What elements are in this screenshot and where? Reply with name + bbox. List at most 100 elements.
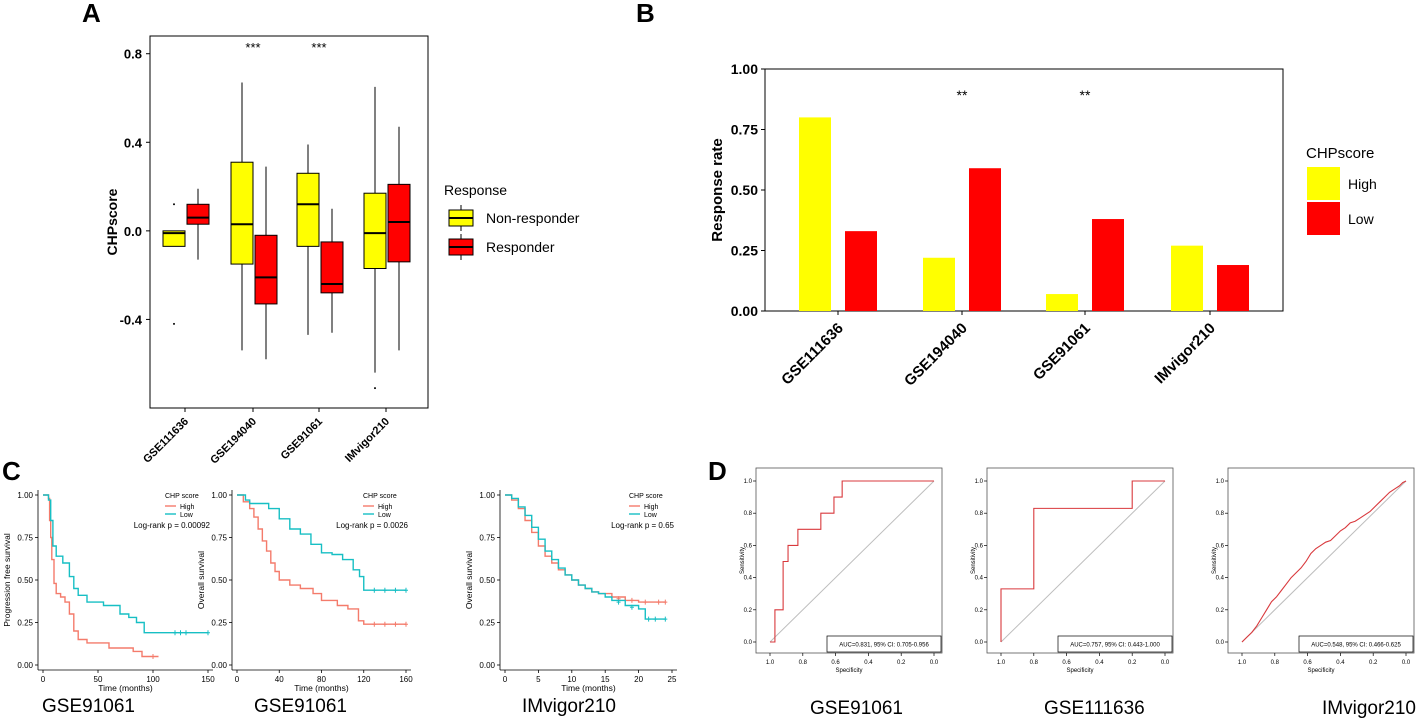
- b-bar: [1171, 245, 1203, 311]
- c-xtick-label: 0: [503, 675, 508, 684]
- d-ytick-label: 0.8: [975, 511, 984, 517]
- c-km-curve-low: [43, 494, 208, 634]
- d-xtick-label: 1.0: [1238, 660, 1247, 666]
- a-ytick-label: 0.0: [124, 224, 142, 239]
- a-box: [320, 241, 344, 294]
- d-roc-curve: [1000, 480, 1165, 642]
- d-auc-box: [826, 635, 942, 653]
- c-censor-mark: [629, 604, 634, 610]
- chart-layer: 0.8 0.4 0.0 -0.4 CHPscore GSE111636 GSE194040 G…: [2, 40, 1416, 719]
- c-caption: GSE91061: [42, 696, 135, 717]
- d-caption: IMvigor210: [1322, 698, 1416, 719]
- c-xtick-label: 15: [601, 675, 610, 684]
- d-ytick-label: 0.6: [975, 543, 984, 549]
- c-pvalue: Log-rank p = 0.0026: [336, 521, 408, 530]
- c-xtick-label: 20: [634, 675, 643, 684]
- d-diagonal: [1000, 480, 1166, 643]
- d-auc-text: AUC=0.757, 95% CI: 0.443-1.000: [1070, 643, 1160, 649]
- a-significance: ***: [311, 40, 326, 55]
- c-caption: IMvigor210: [522, 696, 616, 717]
- a-outlier: [173, 322, 175, 325]
- b-legend-swatch: [1307, 167, 1340, 200]
- panel-label-a: A: [82, 0, 101, 28]
- d-caption: GSE91061: [810, 698, 903, 719]
- d-xtick-label: 1.0: [766, 660, 775, 666]
- d-ytick-label: 0.0: [975, 640, 984, 646]
- c-pvalue: Log-rank p = 0.00092: [134, 521, 211, 530]
- c-legend-label: Low: [378, 512, 392, 519]
- d-ytick-label: 1.0: [744, 479, 753, 485]
- d-xtick-label: 1.0: [997, 660, 1006, 666]
- c-xtick-label: 100: [146, 675, 160, 684]
- b-ytick-label: 0.75: [731, 122, 758, 138]
- c-legend-label: Low: [644, 512, 658, 519]
- d-ylabel: Sensitivity: [971, 547, 977, 574]
- a-xtick-label: GSE111636: [141, 416, 191, 466]
- c-legend-label: High: [644, 504, 659, 511]
- c-censor-mark: [382, 621, 387, 627]
- a-legend-title: Response: [444, 182, 507, 198]
- d-xtick-label: 0.8: [1030, 660, 1039, 666]
- panel-a-plot-area: [149, 35, 429, 409]
- a-legend-label: Non-responder: [486, 210, 580, 226]
- b-bar: [969, 168, 1001, 311]
- b-xtick-label: IMvigor210: [1151, 320, 1218, 387]
- c-xtick-label: 5: [536, 675, 541, 684]
- b-legend-swatch: [1307, 202, 1340, 235]
- d-xtick-label: 0.8: [1271, 660, 1280, 666]
- c-xtick-label: 150: [201, 675, 215, 684]
- panel-a: A: [82, 0, 429, 409]
- d-ylabel: Sensitivity: [740, 547, 746, 574]
- d-xtick-label: 0.0: [930, 660, 939, 666]
- a-box: [186, 203, 210, 225]
- d-xtick-label: 0.0: [1402, 660, 1411, 666]
- panel-label-b: B: [636, 0, 655, 28]
- d-ytick-label: 0.8: [1216, 511, 1225, 517]
- b-legend-label: Low: [1348, 211, 1375, 227]
- c-km-curve-low: [505, 494, 666, 620]
- c-legend-title: CHP score: [165, 493, 199, 500]
- d-diagonal: [1241, 480, 1407, 643]
- c-ytick-label: 0.25: [479, 619, 495, 628]
- d-xtick-label: 0.2: [1369, 660, 1378, 666]
- c-ytick-label: 1.00: [211, 491, 227, 500]
- b-ytick-label: 0.50: [731, 182, 758, 198]
- d-auc-text: AUC=0.548, 95% CI: 0.466-0.625: [1311, 643, 1401, 649]
- c-ytick-label: 0.50: [17, 576, 33, 585]
- d-xtick-label: 0.8: [799, 660, 808, 666]
- c-ytick-label: 0.00: [17, 661, 33, 670]
- c-censor-mark: [663, 616, 668, 622]
- a-box: [254, 234, 278, 305]
- c-legend-label: High: [180, 504, 195, 511]
- a-xtick-label: GSE194040: [208, 416, 259, 467]
- a-box: [230, 161, 254, 265]
- c-censor-mark: [206, 630, 210, 636]
- c-censor-mark: [393, 587, 398, 593]
- c-ytick-label: 0.50: [479, 576, 495, 585]
- panel-label-d: D: [708, 456, 727, 486]
- a-outlier: [173, 203, 175, 206]
- a-outlier: [374, 387, 376, 390]
- b-significance: **: [1080, 87, 1091, 103]
- d-auc-text: AUC=0.831, 95% CI: 0.705-0.956: [839, 643, 929, 649]
- c-xtick-label: 0: [41, 675, 46, 684]
- c-censor-mark: [656, 599, 661, 605]
- b-bar: [1046, 294, 1078, 311]
- c-censor-mark: [382, 587, 387, 593]
- b-xtick-label: GSE194040: [901, 320, 971, 390]
- b-bar: [1092, 219, 1124, 311]
- b-bar: [923, 257, 955, 311]
- d-frame: [755, 467, 943, 654]
- d-auc-box: [1298, 635, 1414, 653]
- a-ytick-label: 0.4: [124, 135, 143, 150]
- d-ytick-label: 0.2: [744, 608, 753, 614]
- c-pvalue: Log-rank p = 0.65: [611, 521, 674, 530]
- c-censor-mark: [653, 616, 658, 622]
- b-ylabel: Response rate: [709, 138, 726, 241]
- c-ytick-label: 0.25: [211, 619, 227, 628]
- c-legend-title: CHP score: [629, 493, 663, 500]
- c-km-curve-high: [43, 494, 159, 658]
- d-ytick-label: 1.0: [975, 479, 984, 485]
- c-xtick-label: 10: [567, 675, 576, 684]
- c-ytick-label: 0.00: [211, 661, 227, 670]
